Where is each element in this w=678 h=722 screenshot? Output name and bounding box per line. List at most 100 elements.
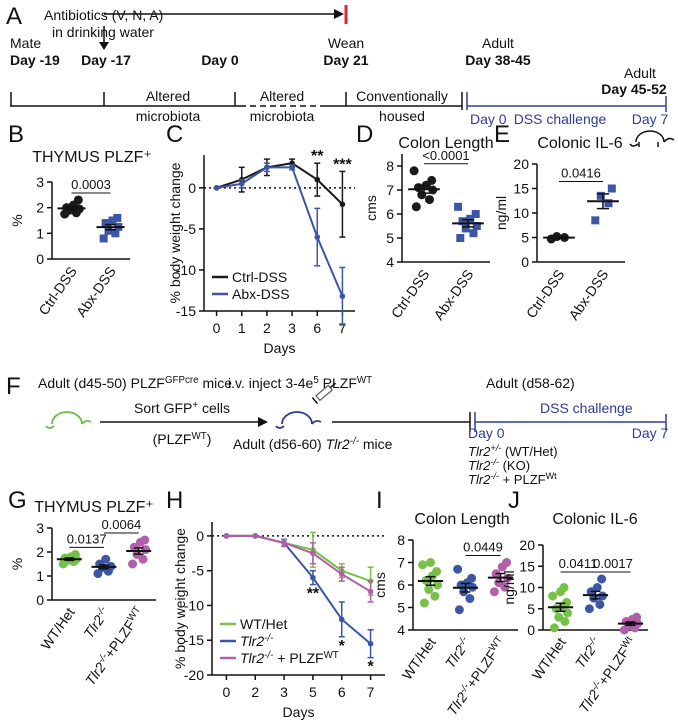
y-tick-label: 4 — [386, 254, 394, 270]
x-tick-label: WT/Het — [37, 604, 77, 652]
event-label: Adult — [624, 65, 656, 81]
x-tick-label: 2 — [263, 320, 271, 336]
data-point — [128, 559, 138, 569]
text-part: -/- — [350, 436, 360, 447]
panel-label: F — [6, 373, 21, 400]
significance: ** — [307, 586, 320, 603]
data-point — [426, 558, 435, 567]
data-point — [604, 199, 613, 208]
data-point — [338, 616, 345, 623]
data-point — [456, 234, 465, 242]
data-point — [138, 554, 148, 564]
data-point — [469, 229, 478, 238]
text-part: Tlr2 — [240, 633, 264, 649]
legend-label: Abx-DSS — [232, 286, 290, 302]
panel-label: H — [166, 487, 183, 514]
x-tick-label: 0 — [223, 684, 231, 700]
x-tick-label: Tlr2-/- — [80, 604, 113, 641]
text-part: Tlr2 — [468, 458, 491, 473]
text-part: + PLZF — [273, 650, 323, 666]
x-tick-label: 7 — [339, 320, 347, 336]
chart-title: Colonic IL-6 — [537, 135, 622, 152]
data-point — [418, 560, 428, 570]
text-part: -/- — [264, 633, 274, 644]
event-label: Day 21 — [323, 52, 368, 68]
text-part: WT — [324, 650, 339, 661]
phase-label: microbiota — [250, 108, 315, 124]
text-part: cells — [198, 400, 230, 416]
y-tick-label: 5 — [397, 600, 405, 616]
x-tick-label: 3 — [280, 684, 288, 700]
text-part: (PLZF — [153, 431, 192, 447]
text-part: mice — [359, 436, 393, 452]
data-point — [141, 545, 151, 555]
chart-title: Colonic IL-6 — [552, 511, 637, 528]
x-tick-label: 7 — [367, 684, 375, 700]
y-tick-label: 8 — [397, 532, 405, 548]
p-value: 0.0416 — [561, 166, 601, 181]
treatment-text: Antibiotics (V, N, A) — [44, 7, 163, 23]
data-point — [595, 600, 605, 609]
p-value: 0.0411 — [559, 556, 598, 571]
y-axis-label: cms — [363, 195, 379, 221]
y-tick-label: -10 — [176, 262, 196, 278]
data-point — [314, 176, 321, 183]
y-tick-label: -5 — [184, 221, 197, 237]
data-point — [289, 164, 295, 171]
y-tick-label: 5 — [521, 230, 529, 246]
dss-label: DSS challenge — [514, 111, 607, 127]
data-point — [367, 640, 374, 647]
x-tick-label: 6 — [338, 684, 346, 700]
text-part: (KO) — [499, 458, 530, 473]
phase-label: Altered — [260, 88, 304, 104]
p-value: 0.0003 — [71, 177, 111, 192]
data-point — [465, 594, 475, 603]
series-line — [216, 166, 344, 297]
text-part: mice — [199, 375, 233, 391]
legend-label: Ctrl-DSS — [232, 269, 287, 285]
y-tick-label: 0 — [521, 254, 529, 270]
series-line — [216, 162, 344, 205]
data-point — [489, 587, 499, 597]
legend-label: WT/Het — [240, 616, 288, 632]
significance: * — [339, 638, 346, 655]
y-axis-label: ng/ml — [501, 570, 517, 604]
legend-label: Tlr2-/- — [240, 633, 274, 649]
x-axis-label: Days — [264, 340, 296, 356]
text-part: ) — [207, 431, 212, 447]
data-point — [108, 216, 117, 225]
panel-label: I — [376, 487, 383, 514]
chart-title: THYMUS PLZF⁺ — [32, 149, 152, 166]
p-value: 0.0017 — [593, 556, 633, 571]
data-point — [425, 195, 434, 205]
y-tick-label: 2 — [36, 544, 44, 560]
text-part: Adult (d45-50) PLZF — [38, 375, 165, 391]
data-point — [584, 604, 594, 614]
event-label: Day 45-52 — [601, 81, 667, 97]
y-tick-label: 1 — [36, 225, 44, 241]
syringe-icon — [311, 382, 337, 405]
text-part: -/- — [490, 457, 499, 467]
data-point — [554, 612, 564, 622]
arrow-head — [334, 9, 344, 19]
data-point — [310, 574, 316, 581]
text-part: + — [192, 400, 198, 411]
data-point — [502, 558, 512, 567]
data-point — [424, 585, 434, 594]
data-point — [281, 540, 287, 546]
y-tick-label: 6 — [386, 206, 394, 222]
p-value: 0.0064 — [101, 517, 141, 532]
text-part: Tlr2 — [468, 444, 491, 459]
y-axis-label: % — [9, 214, 25, 226]
x-tick-label: Abx-DSS — [73, 264, 119, 320]
p-value: 0.0137 — [67, 531, 107, 546]
data-point — [596, 191, 605, 200]
text-part: WT — [191, 431, 206, 442]
text-part: Sort GFP — [134, 400, 192, 416]
event-label: Adult — [482, 35, 514, 51]
data-point — [409, 166, 419, 176]
phase-label: microbiota — [136, 108, 201, 124]
recipient-label: Adult (d56-60) Tlr2-/- mice — [233, 436, 393, 452]
data-point — [339, 201, 346, 208]
